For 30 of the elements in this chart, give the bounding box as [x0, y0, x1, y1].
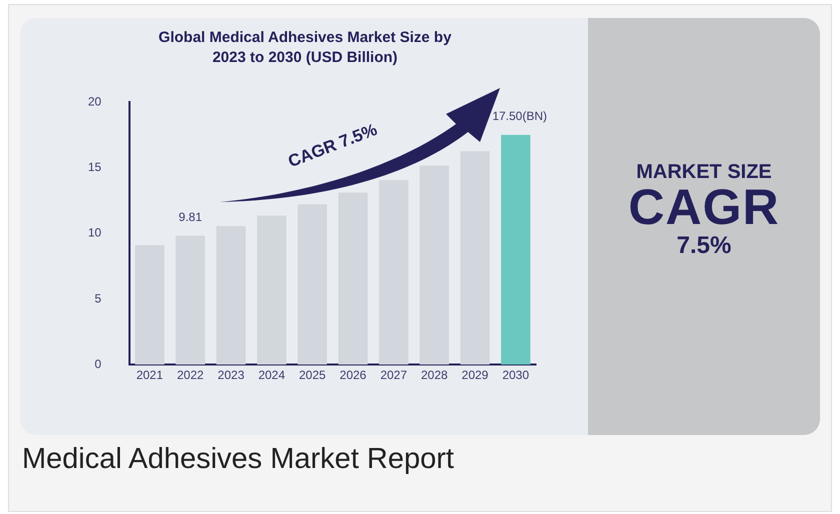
x-tick-label: 2024 — [258, 368, 286, 382]
x-tick-label: 2028 — [420, 368, 448, 382]
bar — [379, 180, 408, 365]
y-tick-label: 5 — [94, 291, 102, 306]
x-tick-label: 2023 — [218, 368, 245, 382]
x-tick-label: 2026 — [340, 368, 367, 382]
chart-title: Global Medical Adhesives Market Size by 2023 to 2030 (USD Billion) — [158, 28, 452, 68]
x-tick-label: 2025 — [298, 368, 326, 382]
bar — [257, 216, 286, 365]
text: Medical Adhesives Market Report — [22, 443, 454, 476]
y-tick-label: 10 — [88, 226, 102, 240]
data-label: 9.81 — [178, 210, 202, 224]
bar — [135, 245, 164, 365]
bar — [298, 204, 327, 365]
data-label: 17.50(BN) — [492, 109, 548, 124]
x-tick-label: 2030 — [502, 368, 530, 382]
bar — [420, 166, 449, 365]
x-tick-label: 2021 — [136, 368, 164, 382]
bar — [216, 226, 246, 365]
bar — [338, 192, 368, 365]
x-tick-label: 2022 — [176, 368, 204, 382]
y-tick-label: 15 — [88, 160, 102, 174]
x-tick-label: 2027 — [380, 368, 408, 382]
y-tick-label: 20 — [88, 94, 102, 108]
y-tick-label: 0 — [94, 356, 102, 371]
bar — [176, 236, 205, 365]
annotation: CAGR 7.5% — [286, 120, 380, 172]
bar — [501, 134, 530, 365]
bar — [460, 151, 490, 365]
x-tick-label: 2029 — [462, 368, 489, 382]
